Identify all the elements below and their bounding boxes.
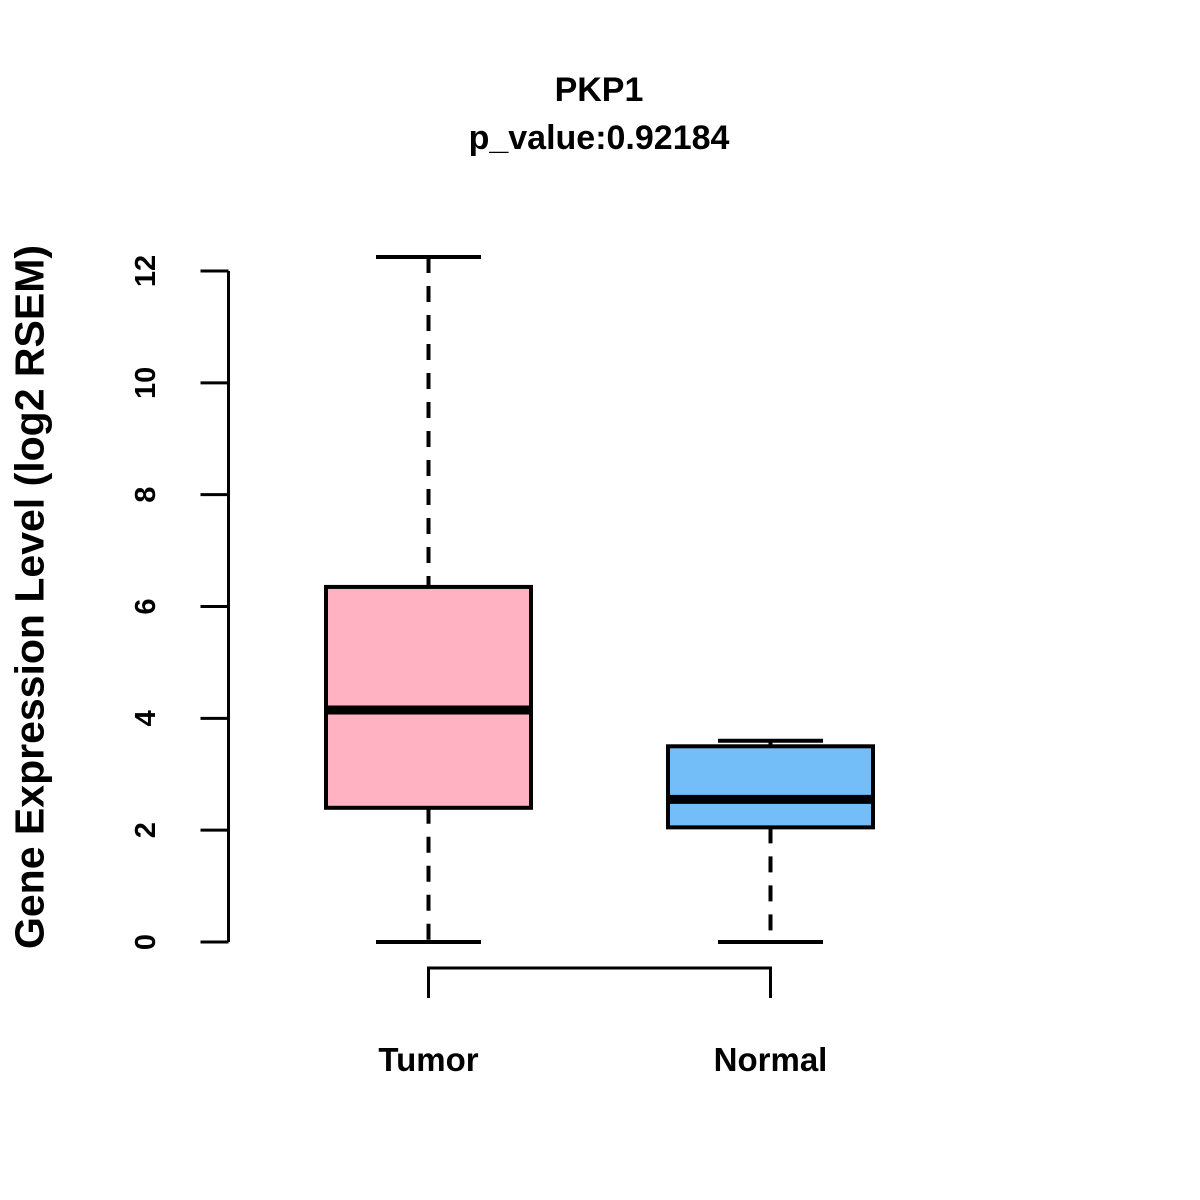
- y-axis-tick-label: 2: [130, 822, 162, 838]
- x-axis-bracket: [427, 966, 772, 998]
- x-axis-category-label: Tumor: [378, 1041, 478, 1078]
- y-axis-tick-label: 4: [130, 710, 162, 726]
- iqr-box: [324, 584, 533, 810]
- y-axis-tick-label: 12: [130, 255, 162, 287]
- iqr-box: [666, 744, 875, 830]
- chart-title: PKP1: [554, 71, 644, 109]
- y-axis-tick-label: 10: [130, 367, 162, 399]
- y-axis-tick-label: 8: [130, 487, 162, 503]
- x-axis-category-label: Normal: [714, 1041, 828, 1078]
- y-axis-tick-label: 6: [130, 598, 162, 614]
- y-axis-label: Gene Expression Level (log2 RSEM): [6, 244, 53, 950]
- chart-subtitle: p_value:0.92184: [468, 119, 730, 157]
- y-axis-tick-label: 0: [130, 934, 162, 950]
